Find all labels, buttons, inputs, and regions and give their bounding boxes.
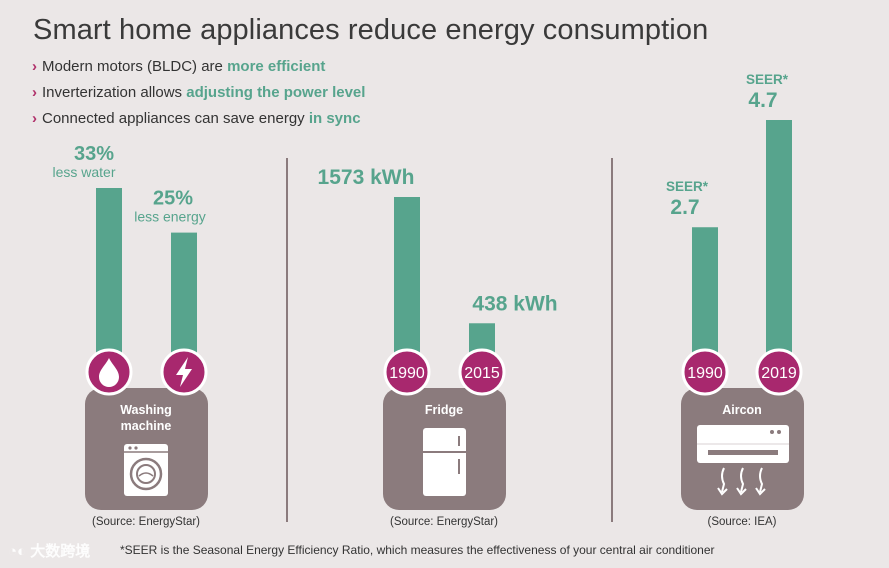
logo-icon: ◔◐ xyxy=(8,543,27,560)
bullet-text: Inverterization allows xyxy=(42,84,187,101)
value-sublabel: less energy xyxy=(134,209,206,225)
value-prefix: SEER* xyxy=(746,72,789,87)
appliance-label: Fridge xyxy=(425,403,463,417)
value-label: 33% xyxy=(74,143,114,165)
badge xyxy=(458,348,506,396)
bullet-highlight: in sync xyxy=(308,110,361,127)
bars-layer xyxy=(96,120,792,372)
bullet-highlight: adjusting the power level xyxy=(186,84,366,101)
washing-machine-icon xyxy=(124,444,168,496)
value-sublabel: less water xyxy=(52,164,115,180)
footnote: *SEER is the Seasonal Energy Efficiency … xyxy=(120,543,715,557)
bullet-highlight: more efficient xyxy=(227,58,326,75)
fridge-icon xyxy=(423,428,466,496)
badge xyxy=(755,348,803,396)
bullet-text: Modern motors (BLDC) are xyxy=(42,58,228,75)
bar xyxy=(692,227,718,372)
value-label: 2.7 xyxy=(670,196,699,219)
chevron-right-icon: › xyxy=(32,110,37,127)
source-fridge: (Source: EnergyStar) xyxy=(389,516,499,528)
badge xyxy=(383,348,431,396)
value-label: 25% xyxy=(153,188,193,210)
bar xyxy=(766,120,792,372)
value-prefix: SEER* xyxy=(666,179,709,194)
source-aircon: (Source: IEA) xyxy=(707,516,777,528)
appliance-label: machine xyxy=(121,419,172,433)
appliance-label: Washing xyxy=(120,403,172,417)
bullet-item: › Inverterization allows adjusting the po… xyxy=(32,83,365,109)
value-label: 438 kWh xyxy=(472,292,557,315)
chevron-right-icon: › xyxy=(32,58,37,75)
water-drop-icon xyxy=(99,358,119,387)
appliance-label: Aircon xyxy=(722,403,762,417)
air-conditioner-icon xyxy=(697,425,789,496)
badge-year-label: 2019 xyxy=(761,365,797,382)
labels-layer: 33%less water 25%less energy 1573 kWh 438 k… xyxy=(52,72,788,315)
value-label: 1573 kWh xyxy=(318,166,415,189)
badge-year-label: 2015 xyxy=(464,365,500,382)
source-washing: (Source: EnergyStar) xyxy=(91,516,201,528)
page-title: Smart home appliances reduce energy cons… xyxy=(33,14,709,46)
value-label: 4.7 xyxy=(748,89,777,112)
bullet-list: › Modern motors (BLDC) are more efficient… xyxy=(32,57,365,135)
chevron-right-icon: › xyxy=(32,84,37,101)
watermark-text: 大数跨境 xyxy=(30,543,91,560)
bullet-item: › Connected appliances can save energy in… xyxy=(32,109,365,135)
badge xyxy=(681,348,729,396)
bar xyxy=(394,197,420,372)
lightning-icon xyxy=(176,357,192,387)
watermark: ◔◐ 大数跨境 xyxy=(8,540,90,561)
bar xyxy=(96,188,122,372)
badges-layer: 1990 2015 1990 2019 xyxy=(85,348,803,396)
badge-year-label: 1990 xyxy=(389,365,425,382)
bullet-text: Connected appliances can save energy xyxy=(42,110,309,127)
badge-year-label: 1990 xyxy=(687,365,723,382)
bullet-item: › Modern motors (BLDC) are more efficient xyxy=(32,57,365,83)
